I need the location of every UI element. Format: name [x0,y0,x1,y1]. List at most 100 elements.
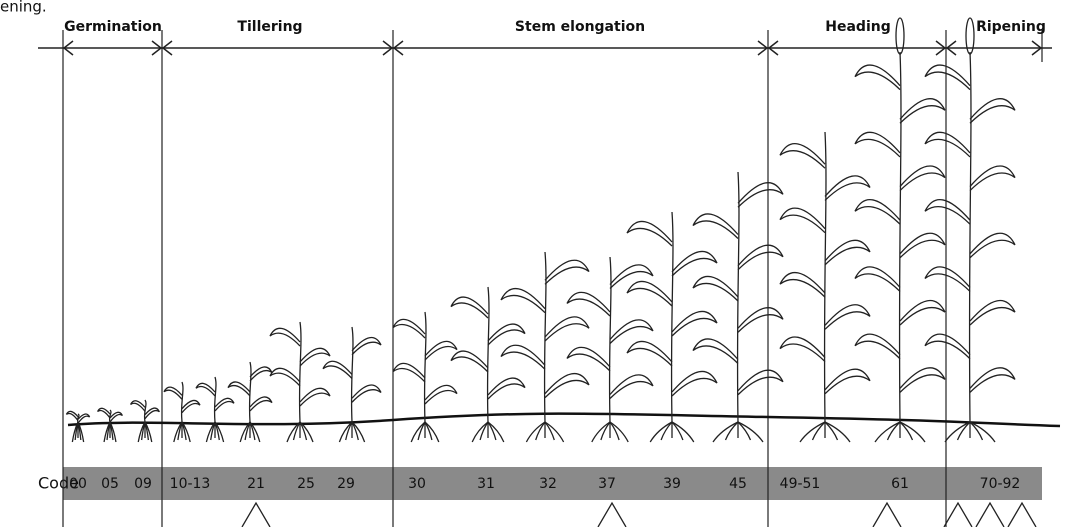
plant-root [525,421,546,443]
stage-marker [943,501,973,527]
growth-code: 10-13 [170,476,211,492]
arrow-head [935,40,947,56]
plant-root [609,421,629,443]
plant-ear [895,17,905,55]
plant-stem [608,256,612,423]
plant-leaf [969,367,1016,393]
plant-stem [108,409,112,423]
plant-root [737,421,764,443]
plant-leaf [249,396,273,412]
growth-code: 45 [729,476,747,492]
plant-leaf [692,338,739,364]
plant [854,17,946,443]
stage-label: Stem elongation [515,19,645,35]
ground-line [67,412,1061,428]
plant-leaf [351,384,382,403]
stage-marker [241,501,271,527]
plant-root [969,421,996,443]
plant-root [249,421,261,443]
arrow-head [382,40,394,56]
plant-leaf [392,318,426,339]
plant-leaf [924,64,971,91]
plant-leaf [779,207,826,234]
plant-root [944,421,971,443]
plant-root [292,421,301,441]
plant-root [899,421,926,443]
plant-leaf [824,239,871,266]
plant-root [811,421,826,441]
plant-leaf [969,98,1016,124]
stage-label: Tillering [237,19,302,35]
plant-leaf [269,367,301,387]
plant-leaf [299,387,331,407]
plant-leaf [249,366,273,382]
plant-leaf [969,299,1016,326]
growth-code: 09 [134,476,152,492]
plant-root [799,421,826,443]
growth-code: 21 [247,476,265,492]
plant-stem [143,399,147,423]
plant-leaf [924,131,971,158]
growth-code: 00 [69,476,87,492]
plant-leaf [854,198,901,225]
plant-root [351,421,366,443]
plant-root [671,421,695,443]
plant-root [712,421,739,443]
plant-leaf [854,266,901,292]
plant-leaf [779,143,826,169]
plant-leaf [181,399,201,414]
plant-leaf [450,296,489,319]
arrow-head [161,40,173,56]
plant-leaf [824,368,871,395]
plant-leaf [163,386,183,400]
stage-label: Ripening [976,19,1046,35]
plant-leaf [544,259,590,285]
plant-leaf [322,360,353,379]
plant-leaf [671,250,718,277]
stage-marker [872,501,902,527]
plant-leaf [227,381,251,397]
plant-stem [898,51,902,423]
plant-leaf [544,372,590,399]
plant-root [109,421,117,443]
plant-leaf [144,407,160,420]
growth-code: 25 [297,476,315,492]
plant-root [544,421,565,443]
plant-root [649,421,673,443]
plant-root [886,421,901,441]
plant-leaf [130,400,146,412]
plant-leaf [626,340,673,367]
plant-leaf [626,280,673,307]
plant [500,251,590,443]
plant-leaf [500,344,546,370]
plant-root [874,421,901,443]
plant [450,286,526,443]
plant-leaf [214,397,235,412]
plant-leaf [899,299,946,326]
plant-leaf [924,198,971,225]
plant [65,410,91,443]
plant-root [600,421,611,441]
plant-leaf [854,131,901,158]
plant-leaf [671,310,718,337]
plant-root [724,421,739,441]
arrow-head [1031,40,1043,56]
plant-leaf [899,367,946,393]
plant-leaf [424,384,458,405]
plant-leaf [969,232,1016,259]
plant-stem [670,211,674,423]
plant-leaf [609,319,654,344]
plant-root [144,421,153,443]
stage-marker [597,501,627,527]
plant-stem [180,381,184,423]
growth-code: 31 [477,476,495,492]
plant-leaf [566,346,611,372]
plant-stem [248,361,252,423]
plant-leaf [77,413,91,424]
plant-leaf [854,333,901,360]
plant-leaf [351,336,382,356]
plant-root [487,421,505,443]
plant-root [824,421,851,443]
plant-leaf [737,182,784,208]
growth-code: 30 [408,476,426,492]
